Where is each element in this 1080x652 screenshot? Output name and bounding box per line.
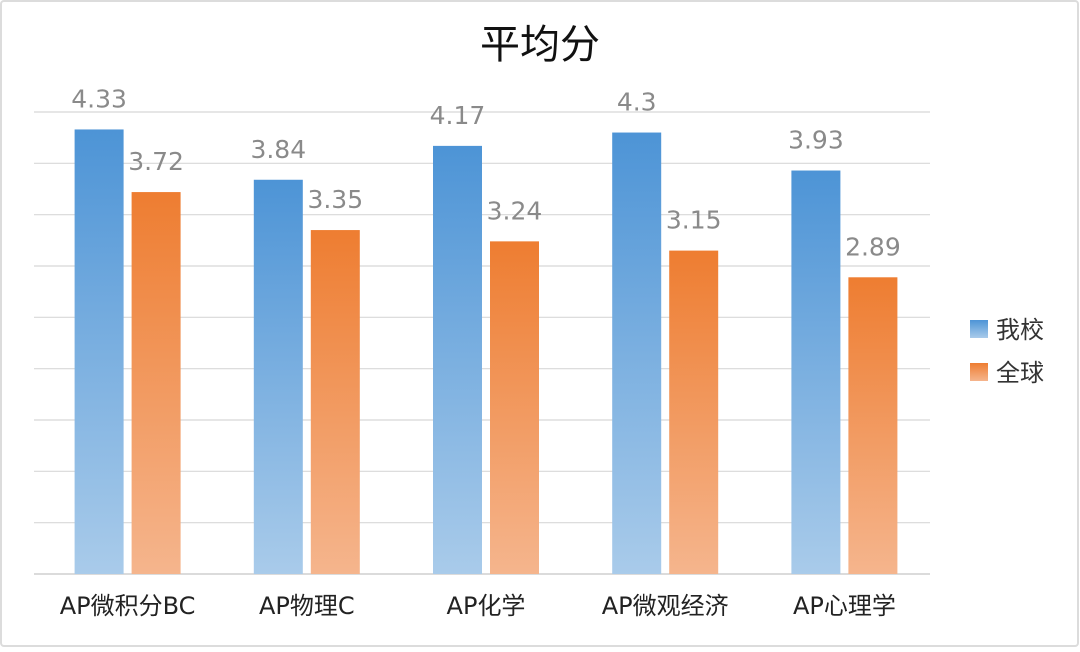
legend-swatch-global bbox=[970, 363, 988, 381]
bar-school bbox=[791, 170, 841, 574]
category-label: AP微观经济 bbox=[602, 592, 729, 620]
data-label: 3.93 bbox=[788, 126, 844, 155]
bar-global bbox=[848, 277, 898, 574]
bar-global bbox=[669, 250, 719, 574]
legend-label: 全球 bbox=[996, 359, 1044, 387]
category-label: AP化学 bbox=[447, 592, 526, 620]
data-label: 3.15 bbox=[666, 206, 722, 235]
legend-label: 我校 bbox=[996, 316, 1044, 344]
bars bbox=[74, 129, 898, 575]
category-labels: AP微积分BC AP物理C AP化学 AP微观经济 AP心理学 bbox=[60, 592, 896, 620]
data-label: 4.3 bbox=[617, 88, 657, 117]
bar-school bbox=[612, 132, 662, 575]
category-label: AP物理C bbox=[259, 592, 355, 620]
data-label: 3.72 bbox=[128, 147, 184, 176]
data-label: 3.24 bbox=[487, 196, 543, 225]
bar-school bbox=[74, 129, 124, 574]
data-label: 3.35 bbox=[307, 185, 363, 214]
bar-school bbox=[433, 145, 482, 574]
legend-swatch-school bbox=[970, 320, 988, 338]
data-label: 3.84 bbox=[250, 135, 306, 164]
bar-school bbox=[253, 179, 303, 574]
value-labels: 4.33 3.72 3.843.35 4.17 3.24 4.3 3.15 3.93 2.89 bbox=[71, 84, 900, 261]
bar-global bbox=[131, 192, 181, 574]
category-label: AP心理学 bbox=[793, 592, 896, 620]
chart-title: 平均分 bbox=[480, 22, 600, 68]
bar-global bbox=[310, 230, 360, 575]
grid-lines bbox=[34, 111, 930, 575]
data-label: 4.33 bbox=[71, 84, 127, 113]
data-label: 4.17 bbox=[430, 101, 486, 130]
bar-global bbox=[490, 241, 539, 575]
data-label: 2.89 bbox=[845, 232, 901, 261]
category-label: AP微积分BC bbox=[60, 592, 196, 620]
